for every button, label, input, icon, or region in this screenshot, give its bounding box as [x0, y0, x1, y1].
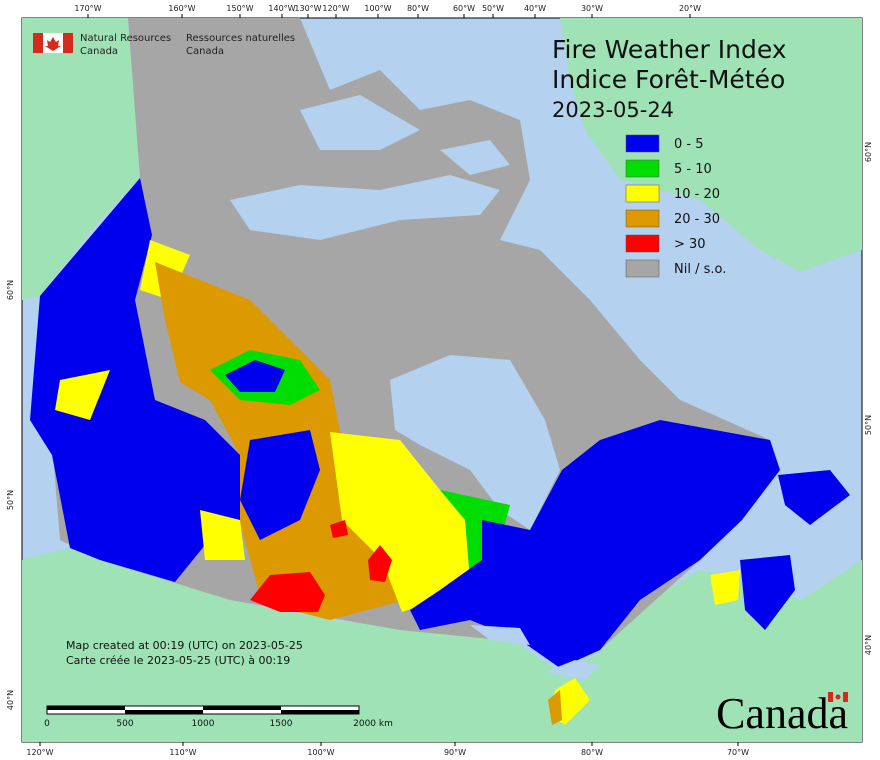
legend-label: 0 - 5 [674, 137, 704, 152]
top-label: 80°W [407, 4, 429, 13]
greenland [560, 18, 862, 272]
fwi-over-30 [250, 520, 392, 612]
credit-fr: Carte créée le 2023-05-25 (UTC) à 00:19 [66, 654, 290, 667]
top-label: 100°W [364, 4, 391, 13]
top-label: 20°W [679, 4, 701, 13]
flag-band [33, 33, 43, 53]
wordmark-flag [828, 692, 848, 702]
arctic-channel [440, 140, 510, 175]
map-date: 2023-05-24 [552, 98, 674, 122]
fwi-0-5 [225, 360, 285, 392]
bottom-label: 110°W [169, 748, 196, 757]
bottom-label: 70°W [727, 748, 749, 757]
top-label: 30°W [581, 4, 603, 13]
scale-label: 500 [116, 719, 133, 729]
top-label: 150°W [226, 4, 253, 13]
legend-swatch [625, 259, 660, 278]
scale-label: 0 [44, 719, 50, 729]
bottom-label: 100°W [307, 748, 334, 757]
legend-swatch [625, 159, 660, 178]
right-label: 60°N [864, 142, 873, 162]
left-label: 50°N [6, 490, 15, 510]
scale-segment [281, 710, 359, 714]
country-fr: Canada [186, 46, 224, 57]
legend-label: > 30 [674, 237, 706, 252]
top-label: 170°W [74, 4, 101, 13]
left-label: 40°N [6, 690, 15, 710]
legend-label: 10 - 20 [674, 187, 720, 202]
fwi-0-5 [30, 178, 240, 582]
maple-leaf [45, 37, 61, 51]
scale-segment [125, 710, 203, 714]
legend-swatch [625, 209, 660, 228]
canada-wordmark: Canada [716, 689, 848, 738]
flag-band [828, 692, 833, 702]
legend-label: 5 - 10 [674, 162, 712, 177]
scale-segment [203, 706, 281, 710]
left-label: 60°N [6, 280, 15, 300]
alaska [22, 18, 140, 300]
fwi-0-5 [740, 470, 850, 630]
flag-band [63, 33, 73, 53]
great-lakes [470, 625, 600, 680]
fwi-10-20 [710, 570, 740, 605]
agency-fr: Ressources naturelles [186, 33, 295, 44]
fwi-0-5 [410, 420, 780, 668]
fwi-10-20 [200, 432, 470, 612]
title-fr: Indice Forêt-Météo [552, 65, 785, 94]
right-label: 40°N [864, 635, 873, 655]
flag [33, 33, 73, 53]
scale-label: 1500 [270, 719, 293, 729]
fwi-0-5 [240, 430, 320, 540]
agency-en: Natural Resources [80, 33, 171, 44]
bottom-label: 90°W [444, 748, 466, 757]
arctic-channel [230, 175, 500, 240]
maple-leaf [835, 694, 841, 700]
top-label: 160°W [168, 4, 195, 13]
legend-swatch [625, 234, 660, 253]
fwi-20-30 [548, 690, 562, 725]
scale-label: 2000 km [353, 719, 393, 729]
legend-swatch [625, 184, 660, 203]
top-label: 60°W [453, 4, 475, 13]
right-label: 50°N [864, 415, 873, 435]
bottom-label: 80°W [581, 748, 603, 757]
scale-bar [46, 705, 360, 715]
scale-label: 1000 [192, 719, 215, 729]
flag-band [843, 692, 848, 702]
top-label: 40°W [524, 4, 546, 13]
arctic-channel [300, 95, 420, 150]
top-label: 120°W [322, 4, 349, 13]
legend-label: Nil / s.o. [674, 262, 726, 277]
map-frame [21, 17, 863, 743]
legend-swatch [625, 134, 660, 153]
legend-label: 20 - 30 [674, 212, 720, 227]
country-en: Canada [80, 46, 118, 57]
usa [22, 548, 862, 742]
hudson-bay [390, 355, 560, 530]
title-en: Fire Weather Index [552, 35, 787, 64]
fwi-10-20 [55, 240, 190, 420]
scale-segment [47, 706, 125, 710]
top-label: 140°W [268, 4, 295, 13]
top-label: 130°W [294, 4, 321, 13]
top-label: 50°W [482, 4, 504, 13]
bottom-label: 120°W [26, 748, 53, 757]
credit-en: Map created at 00:19 (UTC) on 2023-05-25 [66, 639, 303, 652]
